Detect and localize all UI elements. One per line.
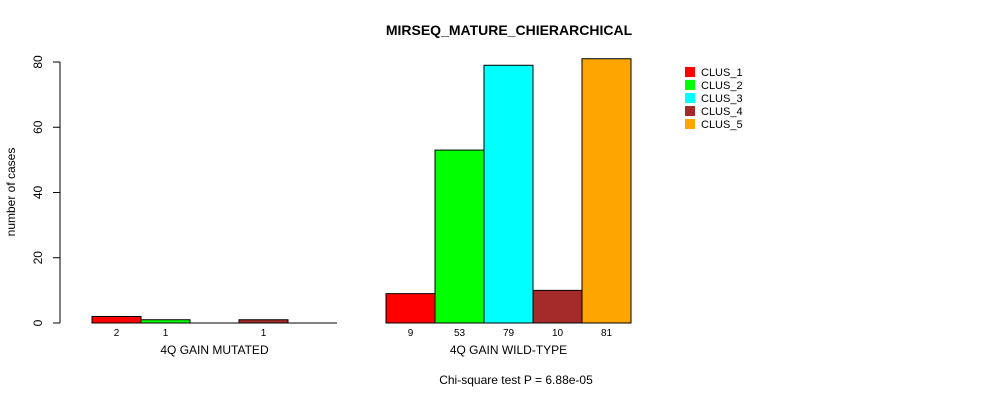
bar-clus-2 [434,149,485,324]
legend-swatch [685,67,695,77]
legend-label: CLUS_4 [701,106,743,118]
bar-clus-4 [238,319,289,324]
bar-clus-1 [385,293,436,324]
y-tick-label: 60 [31,120,45,134]
bar-value-label: 2 [114,328,120,339]
bar-clus-5 [581,58,632,324]
y-tick-label: 80 [31,55,45,69]
y-tick-label: 20 [31,251,45,265]
bar-clus-2 [140,319,191,324]
group-label: 4Q GAIN WILD-TYPE [450,343,567,357]
bar-value-label: 10 [552,328,564,339]
bar-clus-1 [91,315,142,324]
legend-label: CLUS_1 [701,67,743,79]
legend-label: CLUS_3 [701,93,743,105]
bar-value-label: 9 [408,328,414,339]
bar-clus-4 [532,289,583,324]
bar-groups: 2 1 1 4Q GAIN MUTATED 9 53 79 10 81 4Q GAIN WILD-… [91,58,632,357]
y-axis-label: number of cases [4,148,18,237]
bar-group: 9 53 79 10 81 4Q GAIN WILD-TYPE [385,58,632,357]
chart-title: MIRSEQ_MATURE_CHIERARCHICAL [386,22,633,38]
bar-value-label: 1 [163,328,169,339]
legend-swatch [685,106,695,116]
chi-square-footnote: Chi-square test P = 6.88e-05 [439,373,593,387]
legend-label: CLUS_5 [701,119,743,131]
bar-value-label: 79 [503,328,515,339]
y-tick-label: 0 [31,319,45,326]
group-label: 4Q GAIN MUTATED [160,343,269,357]
y-tick-label: 40 [31,186,45,200]
bar-value-label: 1 [261,328,267,339]
legend-swatch [685,93,695,103]
legend-swatch [685,80,695,90]
bar-clus-3 [483,64,534,324]
bar-value-label: 53 [454,328,466,339]
legend-label: CLUS_2 [701,80,743,92]
legend-swatch [685,119,695,129]
bar-group: 2 1 1 4Q GAIN MUTATED [91,315,337,357]
y-axis: 0 20 40 60 80 [31,55,61,326]
bar-value-label: 81 [601,328,613,339]
